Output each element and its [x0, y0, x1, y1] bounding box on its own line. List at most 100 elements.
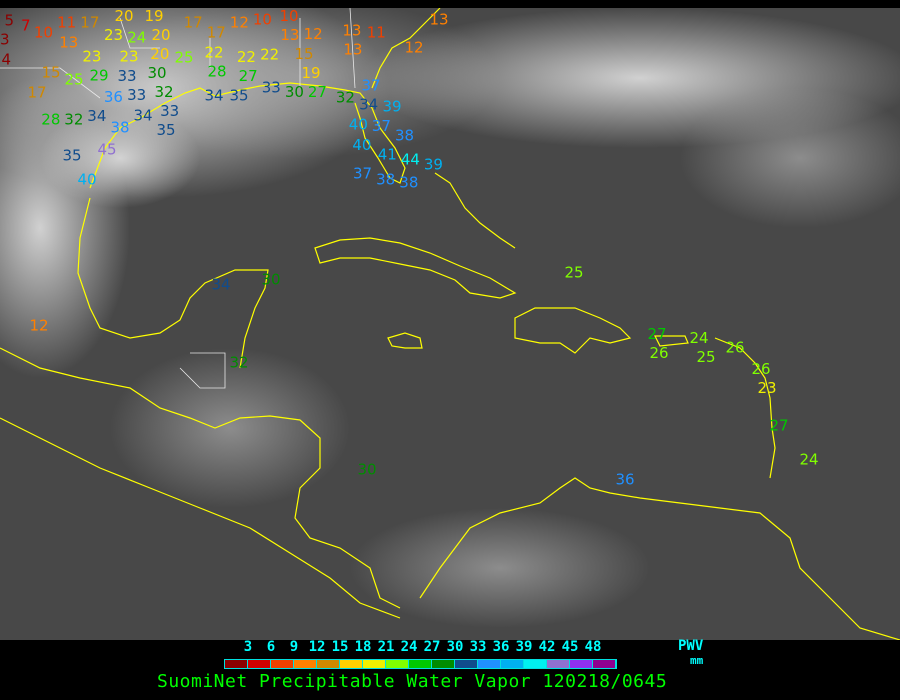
legend-tick-label: 6: [266, 639, 276, 655]
legend-swatch: [570, 660, 593, 668]
station-pwv-label: 5: [5, 11, 15, 29]
station-pwv-label: 37: [353, 165, 372, 183]
legend-tick-label: 9: [289, 639, 299, 655]
station-pwv-label: 13: [280, 26, 299, 44]
legend-swatch: [225, 660, 248, 668]
station-pwv-label: 12: [304, 25, 323, 43]
legend-unit-sub: mm: [690, 654, 704, 667]
station-pwv-label: 34: [87, 107, 106, 125]
legend-tick-label: 48: [584, 639, 602, 655]
station-pwv-label: 39: [424, 156, 443, 174]
legend-tick-label: 45: [561, 639, 579, 655]
station-pwv-label: 25: [697, 348, 716, 366]
station-pwv-label: 11: [367, 24, 386, 42]
station-pwv-label: 17: [207, 24, 226, 42]
color-legend: 3 6 9 12 15 18 21 24 27 30 33 36 39 42 45 48 PWV mm Suo…: [0, 638, 900, 700]
station-pwv-label: 40: [349, 115, 368, 133]
station-pwv-label: 33: [160, 102, 179, 120]
legend-tick-label: 30: [446, 639, 464, 655]
legend-tick-label: 3: [243, 639, 253, 655]
station-pwv-label: 23: [104, 26, 123, 44]
legend-tick-label: 12: [308, 639, 326, 655]
legend-tick-label: 18: [354, 639, 372, 655]
station-pwv-label: 40: [352, 136, 371, 154]
puerto-rico: [654, 335, 689, 347]
station-pwv-label: 41: [378, 146, 397, 164]
station-pwv-label: 4: [2, 51, 12, 69]
station-pwv-label: 11: [57, 14, 76, 32]
station-pwv-label: 17: [80, 14, 99, 32]
legend-tick-label: 27: [423, 639, 441, 655]
station-pwv-label: 32: [336, 89, 355, 107]
station-pwv-label: 23: [120, 48, 139, 66]
station-pwv-label: 25: [175, 49, 194, 67]
station-pwv-label: 34: [212, 276, 231, 294]
station-pwv-label: 38: [395, 126, 414, 144]
legend-color-bar: [224, 659, 617, 669]
station-pwv-label: 33: [262, 79, 281, 97]
station-pwv-label: 22: [260, 46, 279, 64]
station-pwv-label: 36: [104, 88, 123, 106]
station-pwv-label: 34: [134, 107, 153, 125]
cuba: [314, 237, 517, 299]
station-pwv-label: 34: [359, 96, 378, 114]
station-pwv-label: 28: [41, 111, 60, 129]
lesser-antilles: [714, 337, 776, 479]
legend-swatch: [432, 660, 455, 668]
station-pwv-label: 12: [230, 14, 249, 32]
station-pwv-label: 3: [0, 31, 10, 49]
legend-swatch: [340, 660, 363, 668]
legend-swatch: [317, 660, 340, 668]
station-pwv-label: 29: [90, 67, 109, 85]
legend-tick-label: 36: [492, 639, 510, 655]
legend-tick-label: 39: [515, 639, 533, 655]
station-pwv-label: 27: [648, 325, 667, 343]
legend-tick-label: 15: [331, 639, 349, 655]
legend-swatch: [271, 660, 294, 668]
station-pwv-label: 23: [758, 379, 777, 397]
station-pwv-label: 13: [343, 41, 362, 59]
station-pwv-label: 20: [115, 8, 134, 25]
station-pwv-label: 10: [280, 8, 299, 25]
station-pwv-label: 26: [650, 344, 669, 362]
station-pwv-label: 38: [399, 174, 418, 192]
station-pwv-label: 26: [726, 339, 745, 357]
hispaniola: [514, 307, 632, 354]
station-pwv-label: 12: [405, 39, 424, 57]
station-pwv-label: 13: [430, 11, 449, 29]
legend-swatch: [501, 660, 524, 668]
central-america: [0, 347, 401, 619]
station-pwv-label: 35: [230, 87, 249, 105]
station-pwv-label: 19: [145, 8, 164, 25]
station-pwv-label: 10: [253, 11, 272, 29]
station-pwv-label: 32: [155, 83, 174, 101]
station-pwv-label: 20: [150, 45, 169, 63]
legend-tick-label: 21: [377, 639, 395, 655]
station-pwv-label: 34: [205, 87, 224, 105]
station-pwv-label: 38: [376, 171, 395, 189]
legend-swatch: [455, 660, 478, 668]
station-pwv-label: 39: [383, 98, 402, 116]
station-pwv-label: 25: [65, 71, 84, 89]
station-pwv-label: 10: [34, 24, 53, 42]
station-pwv-label: 30: [262, 271, 281, 289]
station-pwv-label: 22: [205, 43, 224, 61]
station-pwv-label: 25: [565, 264, 584, 282]
station-pwv-label: 30: [285, 83, 304, 101]
station-pwv-label: 32: [230, 354, 249, 372]
station-pwv-label: 30: [148, 64, 167, 82]
station-pwv-label: 13: [59, 34, 78, 52]
station-pwv-label: 35: [63, 147, 82, 165]
legend-swatch: [593, 660, 616, 668]
bahamas: [434, 172, 516, 249]
station-pwv-label: 24: [690, 329, 709, 347]
station-pwv-label: 24: [800, 451, 819, 469]
station-pwv-label: 17: [28, 84, 47, 102]
legend-swatch: [547, 660, 570, 668]
jamaica: [387, 332, 423, 349]
legend-unit-label: PWV: [678, 638, 704, 654]
station-pwv-label: 33: [127, 86, 146, 104]
legend-tick-label: 33: [469, 639, 487, 655]
station-pwv-label: 30: [358, 461, 377, 479]
